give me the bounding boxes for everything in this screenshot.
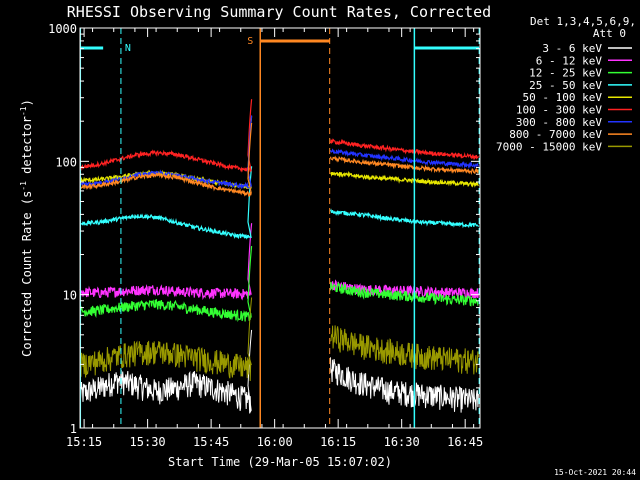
x-tick-label: 15:15 bbox=[66, 435, 102, 449]
x-axis-label: Start Time (29-Mar-05 15:07:02) bbox=[168, 455, 392, 469]
series-line bbox=[79, 99, 253, 173]
night-label: N bbox=[125, 43, 131, 54]
series-7000-15000-kev bbox=[79, 297, 479, 382]
legend-label: 50 - 100 keV bbox=[523, 91, 603, 104]
y-tick-label: 1000 bbox=[48, 22, 77, 36]
series-line bbox=[329, 148, 479, 169]
x-tick-label: 16:15 bbox=[320, 435, 356, 449]
series-line bbox=[329, 208, 479, 229]
x-tick-label: 15:45 bbox=[193, 435, 229, 449]
x-tick-label: 16:45 bbox=[447, 435, 483, 449]
series-line bbox=[330, 325, 479, 375]
legend-header-attenuator: Att 0 bbox=[593, 27, 626, 40]
series-line bbox=[329, 279, 479, 299]
series-3-6-kev bbox=[79, 329, 479, 414]
series-line bbox=[79, 297, 253, 382]
series-line bbox=[79, 122, 253, 198]
series-line bbox=[330, 357, 479, 413]
series-line bbox=[79, 166, 253, 240]
series-line bbox=[79, 329, 253, 414]
saa-label: S bbox=[247, 36, 253, 47]
series-800-7000-kev bbox=[79, 122, 479, 198]
series-100-300-kev bbox=[79, 99, 479, 173]
legend-header-detectors: Det 1,3,4,5,6,9, bbox=[530, 15, 636, 28]
series-6-12-kev bbox=[79, 223, 479, 301]
legend-label: 800 - 7000 keV bbox=[509, 128, 602, 141]
x-tick-label: 16:00 bbox=[257, 435, 293, 449]
y-tick-label: 10 bbox=[63, 289, 77, 303]
x-axis: 15:15 15:30 15:45 16:00 16:15 16:30 16:45 bbox=[66, 28, 483, 449]
y-axis-label: Corrected Count Rate (s-1 detector-1) bbox=[19, 99, 34, 357]
series-layer bbox=[79, 99, 479, 414]
legend-label: 300 - 800 keV bbox=[516, 116, 602, 129]
series-line bbox=[329, 138, 479, 161]
y-tick-label: 100 bbox=[55, 155, 77, 169]
series-line bbox=[329, 155, 479, 176]
legend-label: 7000 - 15000 keV bbox=[496, 140, 602, 153]
legend-label: 12 - 25 keV bbox=[529, 67, 602, 80]
legend-label: 100 - 300 keV bbox=[516, 104, 602, 117]
series-line bbox=[79, 246, 253, 323]
legend-label: 25 - 50 keV bbox=[529, 79, 602, 92]
legend-label: 6 - 12 keV bbox=[536, 54, 603, 67]
plot-frame bbox=[79, 27, 481, 429]
chart-title: RHESSI Observing Summary Count Rates, Co… bbox=[67, 3, 491, 21]
series-line bbox=[79, 223, 253, 301]
series-25-50-kev bbox=[79, 166, 479, 240]
legend-label: 3 - 6 keV bbox=[542, 42, 602, 55]
series-line bbox=[330, 170, 479, 188]
x-tick-label: 15:30 bbox=[130, 435, 166, 449]
series-12-25-kev bbox=[79, 246, 479, 323]
y-axis: 1 10 100 1000 bbox=[48, 22, 480, 436]
footer-date: 15-Oct-2021 20:44 bbox=[554, 468, 636, 477]
y-tick-label: 1 bbox=[70, 422, 77, 436]
x-tick-label: 16:30 bbox=[384, 435, 420, 449]
series-line bbox=[329, 281, 479, 307]
